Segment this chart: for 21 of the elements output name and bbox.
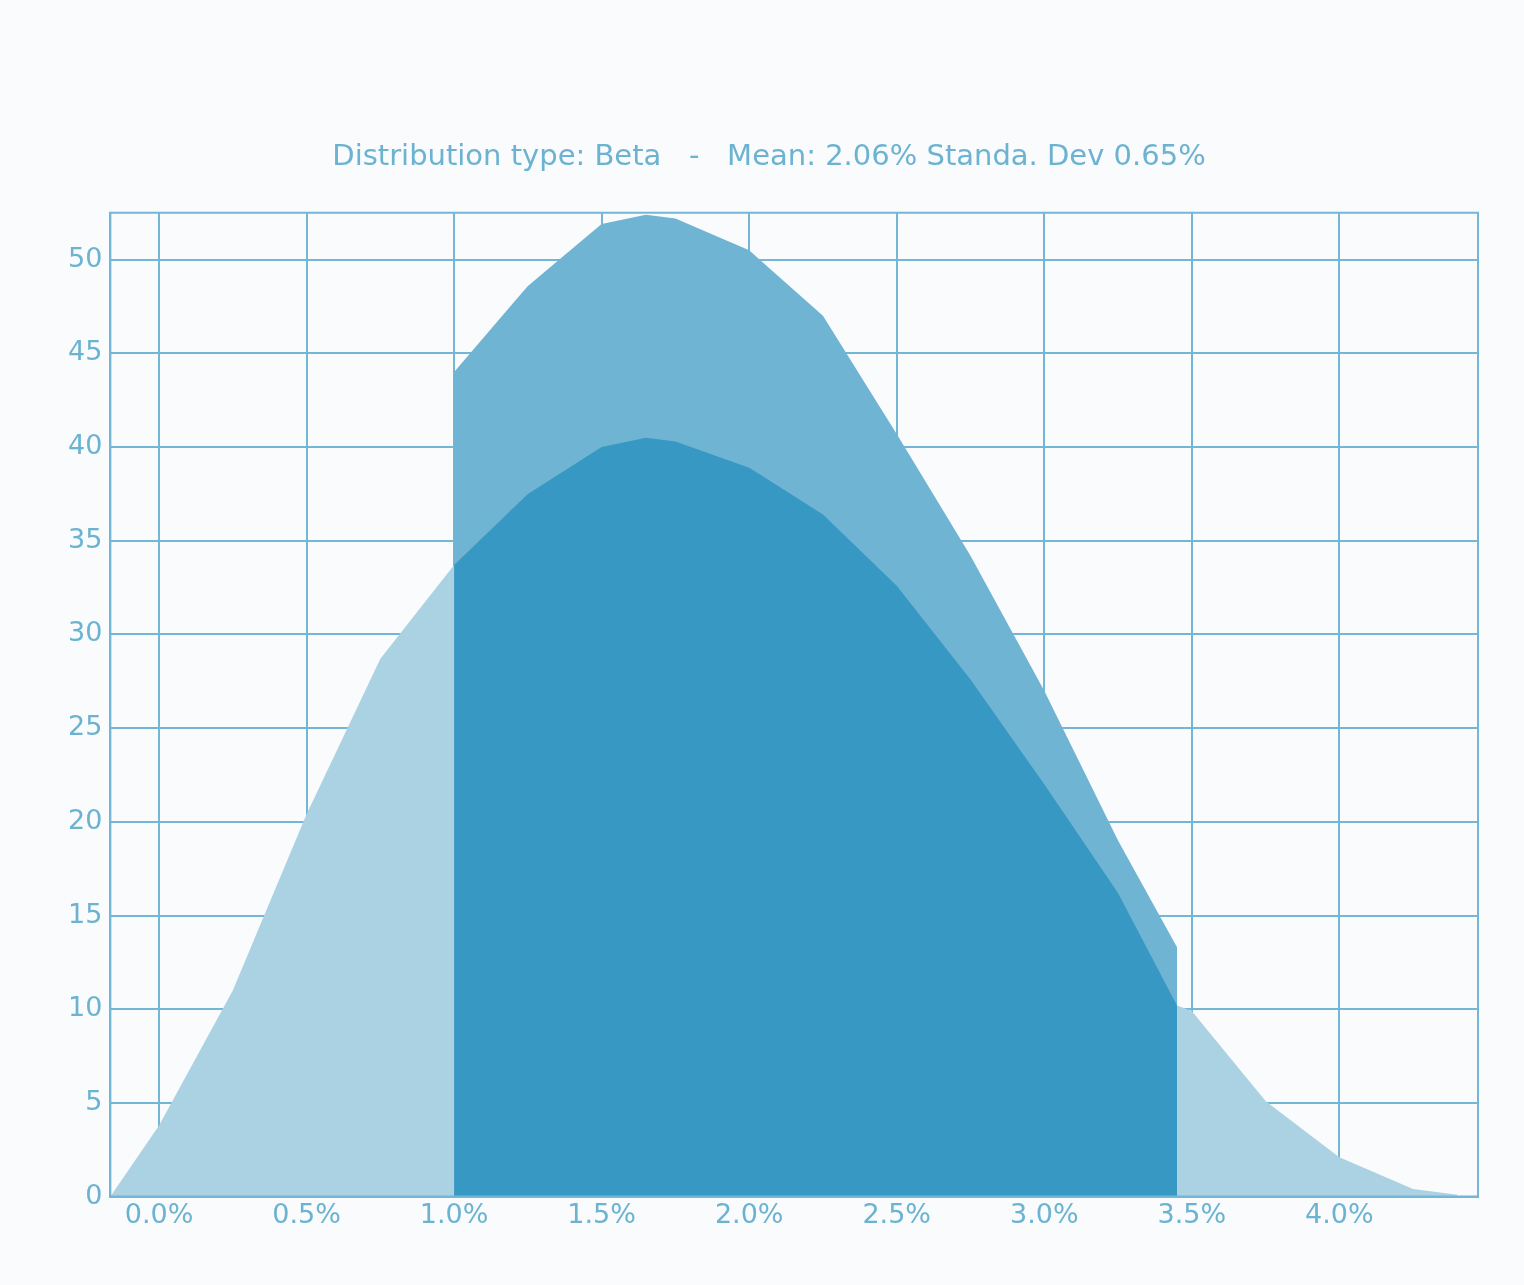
y-tick-label: 35 [68, 522, 103, 554]
y-tick-label: 40 [68, 429, 103, 461]
y-tick-label: 20 [68, 803, 103, 835]
x-tick-label: 1.5% [567, 1197, 636, 1229]
y-tick-label: 0 [85, 1178, 103, 1210]
x-tick-label: 2.5% [862, 1197, 932, 1229]
x-tick-label: 3.0% [1009, 1197, 1079, 1229]
chart-title: Distribution type: Beta - Mean: 2.06% Standa. Dev 0.65% [332, 137, 1206, 172]
x-tick-label: 3.5% [1157, 1197, 1227, 1229]
x-tick-label: 0.0% [124, 1197, 194, 1229]
y-tick-label: 15 [68, 897, 103, 929]
x-tick-label: 4.0% [1305, 1197, 1374, 1229]
y-tick-label: 25 [68, 710, 103, 742]
x-tick-label: 1.0% [419, 1197, 489, 1229]
y-tick-label: 45 [68, 335, 103, 367]
y-tick-label: 10 [68, 991, 103, 1023]
y-tick-label: 50 [68, 241, 103, 273]
y-tick-label: 30 [68, 616, 103, 648]
x-tick-label: 0.5% [272, 1197, 341, 1229]
x-tick-label: 2.0% [714, 1197, 784, 1229]
y-tick-label: 5 [85, 1084, 103, 1116]
